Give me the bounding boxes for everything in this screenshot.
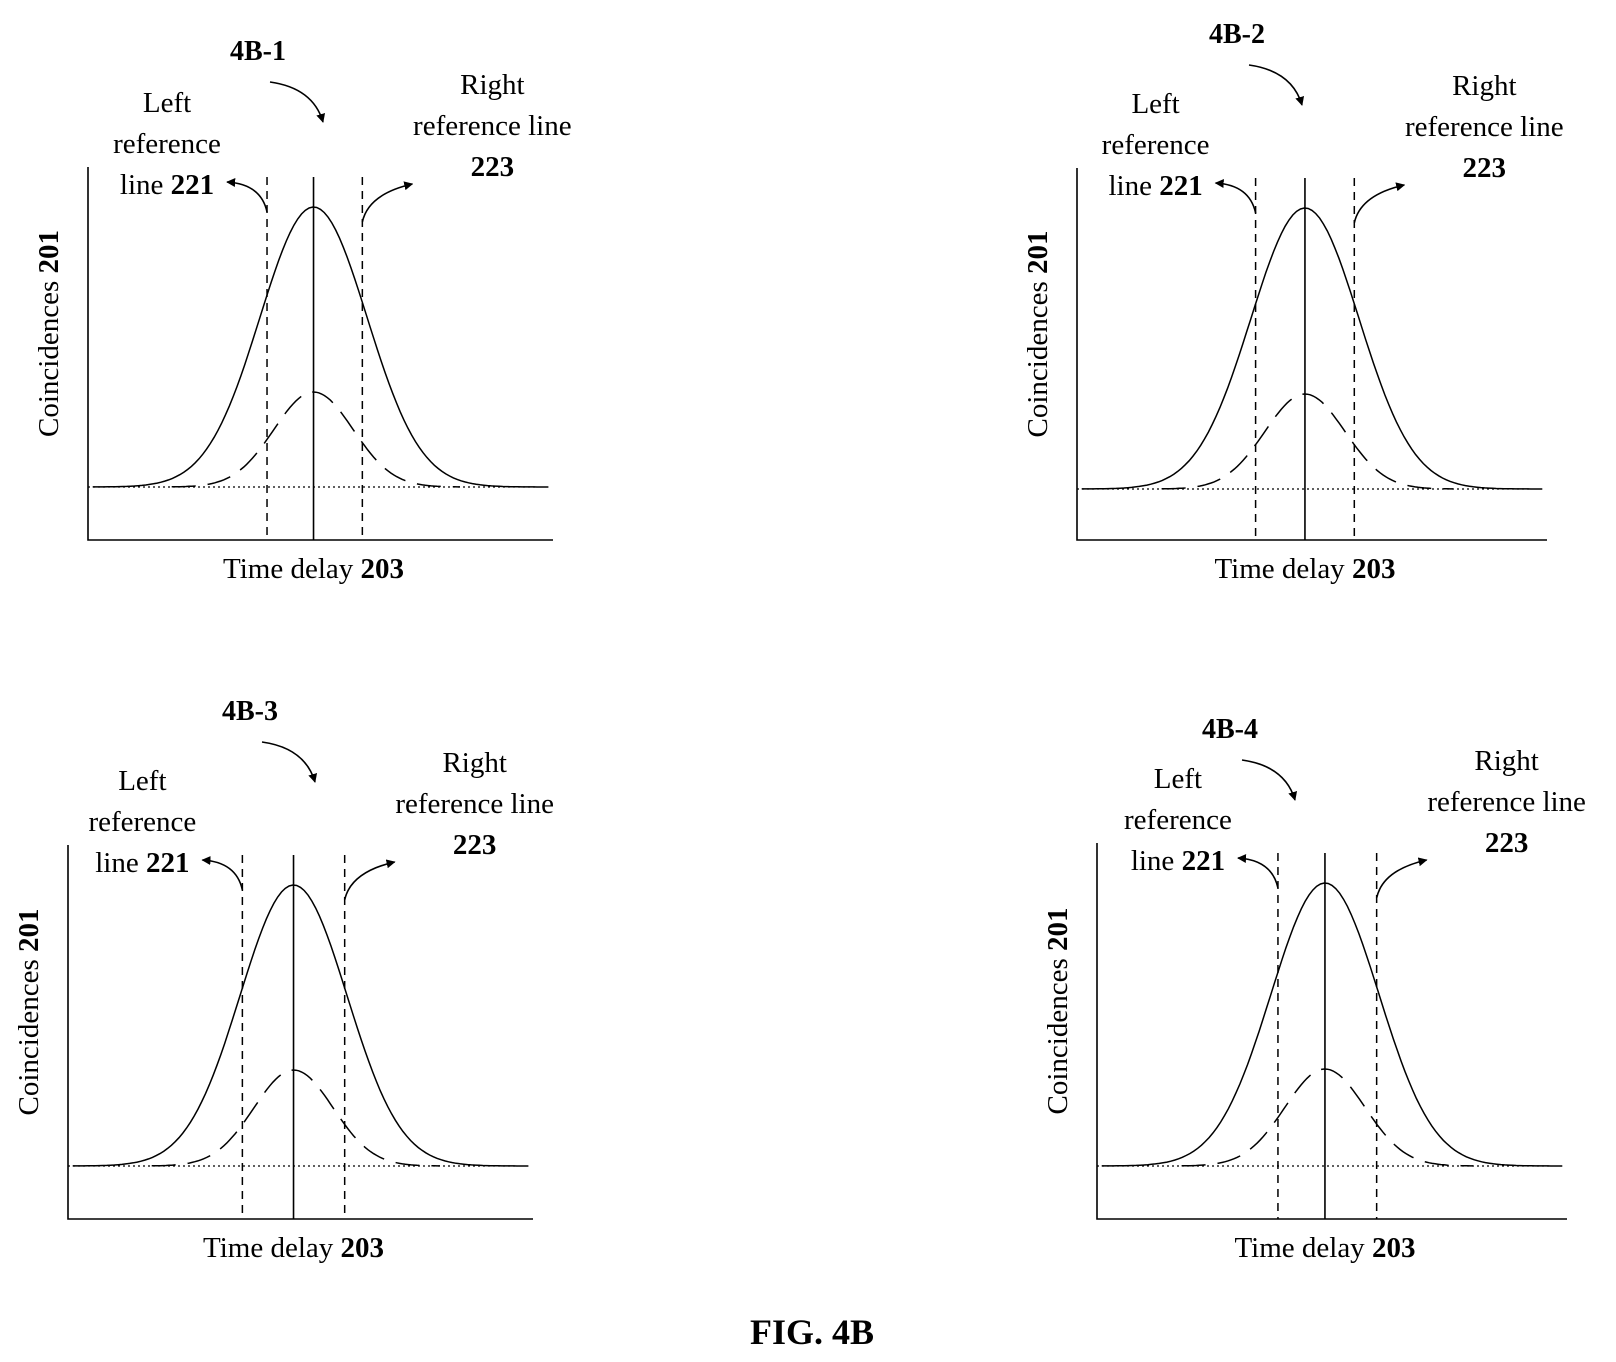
left-reference-label-3: line 221: [1131, 845, 1225, 877]
panel-title: 4B-1: [230, 36, 286, 67]
x-axis-label: Time delay 203: [223, 553, 404, 585]
x-axis-label: Time delay 203: [203, 1232, 384, 1264]
panel-title: 4B-2: [1209, 19, 1265, 50]
right-reference-arrow: [1353, 182, 1406, 224]
panel-4b-2: Coincidences 201 Time delay 203 4B-2 Left re…: [1022, 19, 1564, 585]
x-axis-label: Time delay 203: [1214, 553, 1395, 585]
coincidence-curve: [92, 206, 549, 488]
axes: [87, 167, 553, 541]
secondary-curve: [1161, 393, 1453, 490]
left-reference-label-2: reference: [1102, 129, 1210, 161]
left-reference-label-1: Left: [118, 765, 166, 797]
secondary-curve: [171, 391, 460, 488]
right-reference-number: 223: [1463, 152, 1507, 184]
right-reference-arrow: [1375, 857, 1428, 899]
left-reference-label-3: line 221: [120, 169, 214, 201]
left-reference-arrow: [1214, 178, 1257, 214]
panel-title: 4B-3: [222, 696, 278, 727]
left-reference-label-1: Left: [1154, 763, 1202, 795]
right-reference-label-2: reference line: [395, 788, 554, 820]
right-reference-number: 223: [1485, 827, 1529, 859]
panel-title: 4B-4: [1202, 714, 1258, 745]
panel-title-arrow: [1248, 64, 1305, 106]
secondary-curve: [1181, 1068, 1473, 1167]
left-reference-label-2: reference: [113, 128, 221, 160]
y-axis-label: Coincidences 201: [13, 909, 45, 1116]
axes: [1096, 843, 1567, 1220]
y-axis-label: Coincidences 201: [1022, 231, 1054, 438]
right-reference-label-1: Right: [460, 69, 524, 101]
panel-4b-1: Coincidences 201 Time delay 203 4B-1 Left re…: [33, 36, 572, 585]
right-reference-arrow: [343, 859, 396, 901]
right-reference-number: 223: [453, 829, 497, 861]
panel-title-arrow: [1241, 759, 1298, 801]
coincidence-curve: [1081, 207, 1543, 490]
right-reference-label-1: Right: [1474, 745, 1538, 777]
panel-title-arrow: [261, 741, 318, 783]
right-reference-label-2: reference line: [1427, 786, 1586, 818]
right-reference-label-2: reference line: [1405, 111, 1564, 143]
left-reference-label-1: Left: [1131, 88, 1179, 120]
y-axis-label: Coincidences 201: [33, 230, 65, 437]
left-reference-label-2: reference: [88, 806, 196, 838]
left-reference-label-2: reference: [1124, 804, 1232, 836]
left-reference-label-3: line 221: [95, 847, 189, 879]
figure-caption: FIG. 4B: [750, 1312, 874, 1352]
right-reference-label-1: Right: [442, 747, 506, 779]
coincidence-curve: [72, 884, 529, 1167]
left-reference-label-3: line 221: [1108, 170, 1202, 202]
left-reference-arrow: [1237, 853, 1279, 889]
left-reference-arrow: [226, 177, 268, 213]
left-reference-label-1: Left: [143, 87, 191, 119]
secondary-curve: [151, 1069, 440, 1167]
left-reference-arrow: [201, 855, 244, 891]
y-axis-label: Coincidences 201: [1042, 908, 1074, 1115]
right-reference-number: 223: [471, 151, 515, 183]
x-axis-label: Time delay 203: [1234, 1232, 1415, 1264]
panels-container: Coincidences 201 Time delay 203 4B-1 Left re…: [13, 19, 1586, 1264]
right-reference-label-1: Right: [1452, 70, 1516, 102]
axes: [1076, 168, 1547, 541]
right-reference-arrow: [361, 181, 414, 223]
panel-4b-3: Coincidences 201 Time delay 203 4B-3 Left re…: [13, 696, 554, 1264]
panel-title-arrow: [269, 81, 326, 123]
axes: [67, 845, 533, 1220]
coincidence-curve: [1101, 882, 1563, 1167]
right-reference-label-2: reference line: [413, 110, 572, 142]
